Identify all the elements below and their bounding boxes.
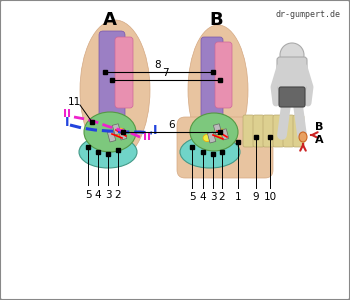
Text: dr-gumpert.de: dr-gumpert.de [275,10,340,19]
Text: I: I [153,124,158,137]
Ellipse shape [217,129,227,137]
Bar [214,124,222,135]
Ellipse shape [80,20,150,160]
Text: II: II [63,109,71,119]
Ellipse shape [115,128,125,136]
Ellipse shape [203,134,211,142]
FancyBboxPatch shape [215,42,232,108]
FancyBboxPatch shape [277,57,307,103]
Text: 1: 1 [235,192,241,202]
Ellipse shape [79,136,137,168]
FancyBboxPatch shape [243,115,254,147]
Text: A: A [103,11,117,29]
FancyBboxPatch shape [99,31,125,119]
Text: 4: 4 [200,192,206,202]
Ellipse shape [188,25,248,155]
FancyBboxPatch shape [273,115,284,147]
Ellipse shape [299,132,307,142]
Text: II: II [143,132,151,142]
Bar [112,124,121,135]
Text: 5: 5 [85,190,91,200]
Text: B: B [315,122,323,132]
Text: 7: 7 [162,68,168,78]
Text: B: B [209,11,223,29]
FancyBboxPatch shape [263,115,274,147]
FancyBboxPatch shape [283,115,294,147]
Text: 4: 4 [95,190,101,200]
Text: 5: 5 [189,192,195,202]
Text: 3: 3 [210,192,216,202]
Bar [208,132,216,143]
Ellipse shape [180,136,240,168]
Ellipse shape [84,112,136,152]
Text: 6: 6 [169,120,175,130]
Text: 2: 2 [219,192,225,202]
FancyBboxPatch shape [253,115,264,147]
Bar [118,129,127,140]
FancyBboxPatch shape [115,37,133,108]
Text: I: I [65,116,70,129]
Text: 10: 10 [264,192,276,202]
Ellipse shape [190,113,238,151]
Circle shape [280,43,304,67]
Bar [107,131,116,142]
FancyBboxPatch shape [201,37,223,118]
Text: A: A [315,135,324,145]
Text: 9: 9 [253,192,259,202]
Text: 3: 3 [105,190,111,200]
Bar [220,129,229,140]
FancyBboxPatch shape [177,117,273,178]
Text: 2: 2 [115,190,121,200]
Text: 8: 8 [155,60,161,70]
FancyBboxPatch shape [279,87,305,107]
Text: 11: 11 [67,97,80,107]
FancyBboxPatch shape [293,115,304,147]
